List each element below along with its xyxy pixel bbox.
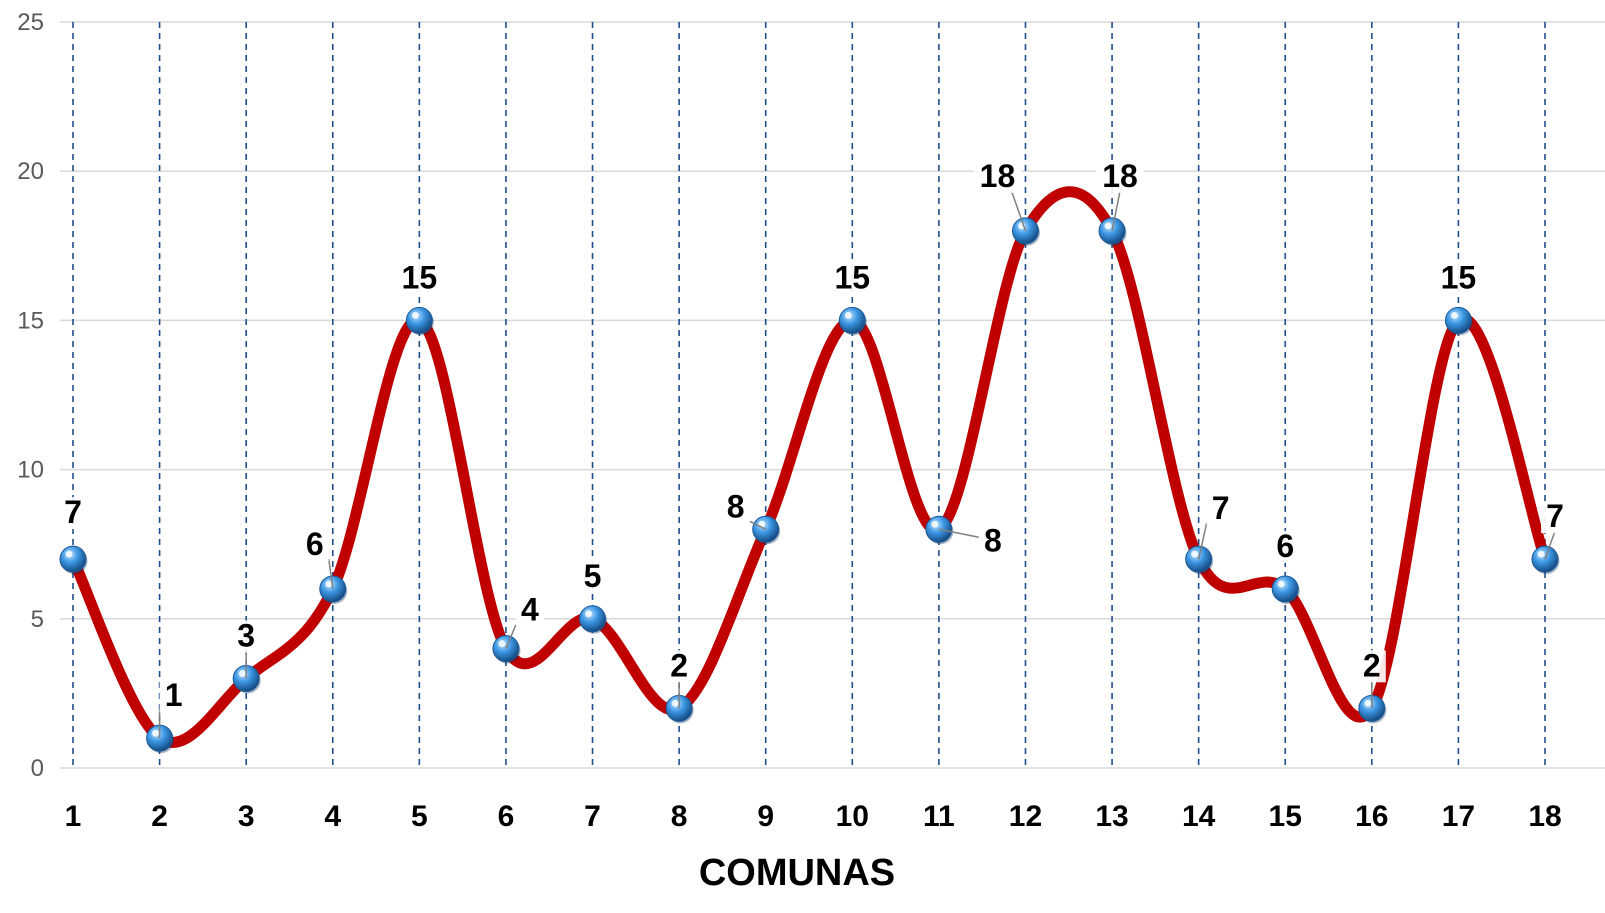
- data-point: [1532, 546, 1560, 574]
- x-tick-label: 13: [1095, 800, 1128, 833]
- data-label: 3: [237, 617, 255, 653]
- x-tick-label: 10: [836, 800, 869, 833]
- y-tick-label: 5: [31, 606, 44, 633]
- data-label-group: 15: [395, 259, 443, 295]
- x-tick-label: 17: [1442, 800, 1475, 833]
- data-label: 2: [670, 647, 688, 683]
- data-label: 7: [1546, 498, 1564, 534]
- data-label: 15: [834, 259, 870, 295]
- data-label: 1: [165, 677, 183, 713]
- y-axis-tick-labels: 0 5 10 15 20 25: [17, 9, 44, 782]
- x-tick-label: 7: [584, 800, 601, 833]
- y-tick-label: 10: [17, 457, 44, 484]
- data-label-group: 5: [579, 558, 607, 594]
- data-label: 7: [1212, 490, 1230, 526]
- data-label: 8: [727, 488, 745, 524]
- data-label: 18: [980, 158, 1016, 194]
- data-label-group: 15: [828, 259, 876, 295]
- data-label: 7: [64, 494, 82, 530]
- data-label: 18: [1102, 158, 1138, 194]
- data-label-group: 15: [1434, 259, 1482, 295]
- data-label: 4: [521, 592, 539, 628]
- data-label: 5: [584, 558, 602, 594]
- y-tick-label: 25: [17, 9, 44, 36]
- data-point: [1186, 546, 1214, 574]
- x-tick-label: 9: [757, 800, 774, 833]
- x-tick-label: 6: [498, 800, 515, 833]
- data-point: [1099, 218, 1127, 246]
- data-point-markers: [60, 218, 1560, 753]
- x-tick-label: 1: [65, 800, 82, 833]
- y-tick-label: 15: [17, 307, 44, 334]
- data-point: [493, 636, 521, 664]
- x-tick-label: 14: [1182, 800, 1216, 833]
- x-tick-label: 12: [1009, 800, 1042, 833]
- y-tick-label: 20: [17, 158, 44, 185]
- data-point: [1272, 576, 1300, 604]
- y-tick-label: 0: [31, 755, 44, 782]
- x-axis-tick-labels: 1 2 3 4 5 6 7 8 9 10 11 12 13 14 15 16 17 18: [65, 800, 1562, 833]
- data-point: [60, 546, 88, 574]
- data-label: 15: [402, 259, 438, 295]
- data-label: 6: [1276, 528, 1294, 564]
- x-tick-label: 8: [671, 800, 688, 833]
- data-label: 15: [1441, 259, 1477, 295]
- data-label-group: 7: [59, 494, 87, 530]
- x-tick-label: 16: [1355, 800, 1388, 833]
- x-tick-label: 11: [923, 800, 955, 833]
- x-tick-label: 15: [1269, 800, 1302, 833]
- x-tick-label: 4: [324, 800, 341, 833]
- x-tick-label: 3: [238, 800, 255, 833]
- x-tick-label: 18: [1528, 800, 1561, 833]
- data-point: [580, 606, 608, 634]
- series-line-group: [73, 192, 1545, 743]
- x-axis-title: COMUNAS: [699, 852, 895, 894]
- series-line: [73, 192, 1545, 743]
- data-label: 8: [984, 522, 1002, 558]
- data-label: 6: [306, 526, 324, 562]
- x-tick-label: 2: [151, 800, 168, 833]
- data-label: 2: [1363, 647, 1381, 683]
- x-tick-label: 5: [411, 800, 428, 833]
- data-label-group: 6: [1271, 528, 1299, 564]
